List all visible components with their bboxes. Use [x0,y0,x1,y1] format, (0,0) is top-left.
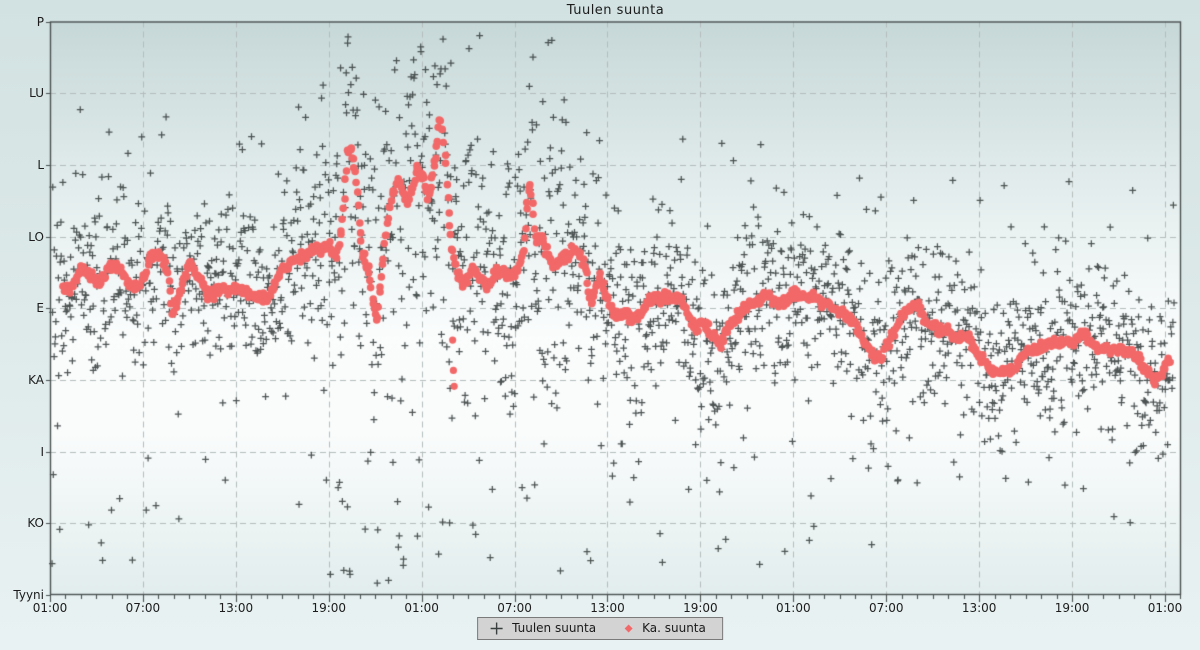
plus-marker-icon [490,622,503,634]
x-axis-label: 01:00 [32,601,68,615]
y-axis-label: L [37,157,44,172]
x-axis-label: 13:00 [961,601,997,615]
x-axis-label: 19:00 [311,601,347,615]
chart-legend: Tuulen suunta Ka. suunta [477,617,723,640]
x-axis-label: 13:00 [590,601,625,615]
x-axis-label: 01:00 [776,601,811,615]
x-axis-label: 13:00 [218,601,254,615]
x-axis-label: 07:00 [125,601,161,615]
y-axis-label: E [36,301,44,316]
y-axis-label: I [40,444,44,459]
x-axis-label: 19:00 [1054,601,1090,615]
x-axis-label: 19:00 [683,601,718,615]
legend-label-avg: Ka. suunta [642,621,706,635]
y-axis-label: Tyyni [13,588,44,602]
y-axis-label: KA [28,372,44,387]
legend-label-scatter: Tuulen suunta [512,621,597,635]
x-axis-label: 01:00 [404,601,439,615]
x-axis-label: 01:00 [1147,601,1183,615]
y-axis-label: P [36,14,44,29]
diamond-marker-icon [624,624,633,632]
y-axis-label: LU [29,86,44,101]
legend-entry-avg: Ka. suunta [624,621,706,635]
x-axis-label: 07:00 [868,601,904,615]
chart-title: Tuulen suunta [566,3,665,18]
legend-entry-scatter: Tuulen suunta [490,621,596,635]
y-axis-label: LO [28,229,44,244]
x-axis-label: 07:00 [497,601,532,615]
y-axis-label: KO [27,516,44,531]
